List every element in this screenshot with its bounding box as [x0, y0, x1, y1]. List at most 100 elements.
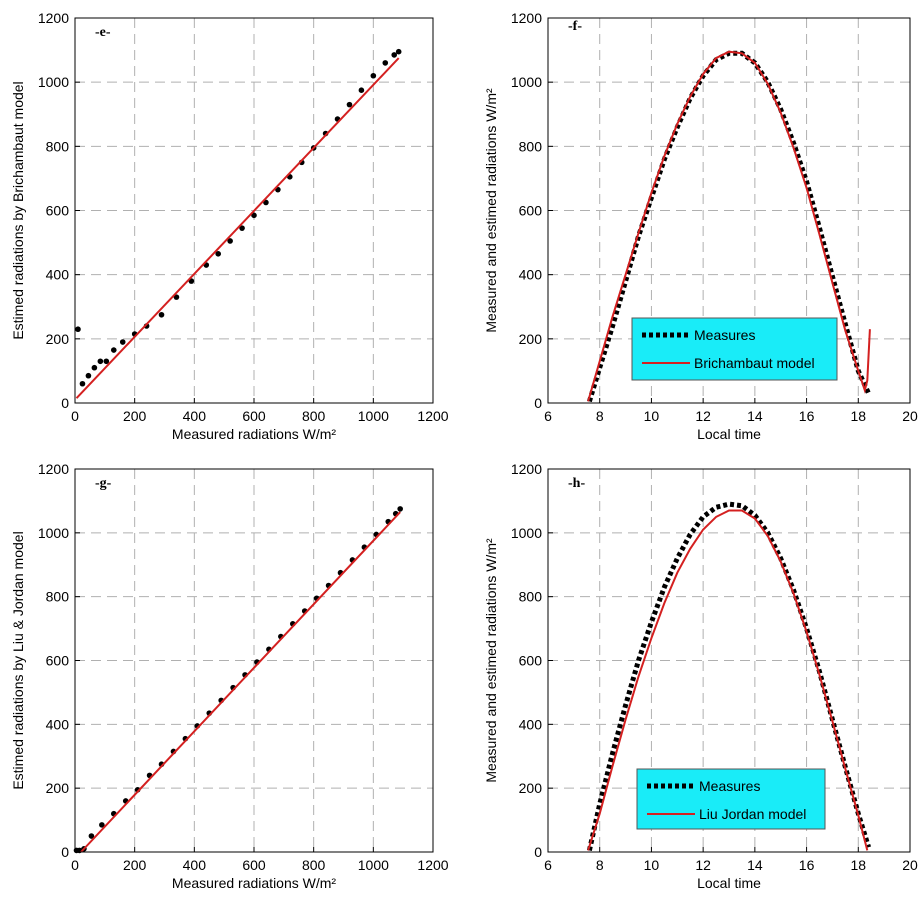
legend-label: Measures [699, 778, 760, 794]
y-tick-label: 1000 [38, 74, 69, 90]
x-tick-label: 10 [644, 857, 660, 873]
x-tick-label: 600 [242, 408, 266, 424]
legend-label: Measures [694, 327, 755, 343]
y-tick-label: 400 [519, 716, 543, 732]
data-point [395, 48, 402, 55]
y-tick-label: 1000 [511, 74, 542, 90]
y-tick-label: 0 [61, 844, 69, 860]
panel-label: -h- [568, 476, 585, 491]
panel-label: -g- [95, 476, 112, 491]
series-line-model [80, 511, 401, 853]
data-point [346, 101, 353, 108]
x-tick-label: 18 [850, 408, 866, 424]
x-axis-title: Measured radiations W/m² [172, 875, 337, 891]
y-tick-label: 400 [46, 267, 70, 283]
x-tick-label: 800 [302, 857, 326, 873]
y-tick-label: 1200 [511, 461, 542, 477]
y-tick-label: 0 [534, 844, 542, 860]
x-tick-label: 1200 [417, 857, 448, 873]
y-tick-label: 800 [46, 589, 70, 605]
chart-panel-1: 6 8 10 12 14 16 18 20020040060080010001200Local… [483, 10, 918, 442]
x-tick-label: 0 [71, 408, 79, 424]
y-tick-label: 200 [46, 780, 70, 796]
x-tick-label: 20 [902, 408, 918, 424]
y-axis-title: Estimed radiations by Liu & Jordan model [10, 531, 26, 789]
data-point [99, 822, 105, 828]
chart-panel-0: 0 200 400 600 800 1000 1200 0 200 400 600 800 1000 12… [10, 10, 449, 442]
data-point [103, 358, 110, 365]
y-tick-label: 600 [46, 203, 70, 219]
legend-box [636, 768, 826, 830]
y-tick-label: 600 [519, 203, 543, 219]
data-point [88, 833, 95, 839]
x-tick-label: 12 [695, 857, 711, 873]
x-tick-label: 0 [71, 857, 79, 873]
x-tick-label: 14 [747, 408, 763, 424]
x-tick-label: 14 [747, 857, 763, 873]
data-point [97, 358, 104, 365]
x-tick-label: 800 [302, 408, 326, 424]
x-tick-label: 200 [123, 408, 147, 424]
y-axis-title: Measured and estimed radiations W/m² [483, 538, 499, 783]
y-tick-label: 400 [46, 716, 70, 732]
x-tick-label: 1000 [358, 857, 389, 873]
data-point [239, 225, 245, 231]
data-point [370, 72, 377, 79]
x-tick-label: 6 [544, 408, 552, 424]
data-point [75, 326, 81, 333]
data-point [358, 87, 365, 93]
data-point [215, 251, 221, 257]
y-tick-label: 600 [46, 653, 70, 669]
y-tick-label: 200 [519, 331, 543, 347]
x-axis-title: Local time [697, 426, 761, 442]
series-line-model [587, 50, 871, 402]
y-tick-label: 600 [519, 653, 543, 669]
data-point [91, 364, 98, 371]
x-tick-label: 6 [544, 857, 552, 873]
x-tick-label: 400 [183, 857, 207, 873]
series-line-model [587, 509, 869, 851]
x-axis-title: Local time [697, 875, 761, 891]
x-tick-label: 600 [242, 857, 266, 873]
x-tick-label: 16 [799, 408, 815, 424]
legend: Measures Liu Jordan model [636, 768, 826, 830]
data-point [85, 372, 92, 379]
data-point [173, 294, 180, 300]
data-point [158, 311, 165, 318]
legend-box [631, 317, 838, 381]
panel-label: -f- [568, 19, 582, 34]
x-tick-label: 200 [123, 857, 147, 873]
data-point [397, 506, 403, 512]
y-tick-label: 200 [519, 780, 543, 796]
series-line-measures [587, 50, 871, 403]
x-tick-label: 400 [183, 408, 207, 424]
panel-label: -e- [95, 25, 111, 40]
y-tick-label: 1200 [511, 10, 542, 26]
y-axis-title: Estimed radiations by Brichambaut model [10, 81, 26, 339]
x-tick-label: 8 [596, 408, 604, 424]
x-tick-label: 16 [799, 857, 815, 873]
y-tick-label: 1000 [511, 525, 542, 541]
data-point [119, 339, 126, 345]
legend-label: Liu Jordan model [699, 806, 806, 822]
x-axis-title: Measured radiations W/m² [172, 426, 337, 442]
data-point [391, 52, 398, 58]
data-point [79, 380, 86, 387]
y-tick-label: 0 [61, 395, 69, 411]
y-tick-label: 0 [534, 395, 542, 411]
x-tick-label: 18 [850, 857, 866, 873]
y-tick-label: 1000 [38, 525, 69, 541]
x-tick-label: 1200 [417, 408, 448, 424]
chart-panel-3: 6 8 10 12 14 16 18 20020040060080010001200Local… [483, 461, 918, 891]
x-tick-label: 12 [695, 408, 711, 424]
data-point [110, 347, 117, 353]
series-line-model [75, 57, 400, 399]
y-tick-label: 800 [519, 138, 543, 154]
y-tick-label: 800 [46, 138, 70, 154]
data-point [227, 238, 233, 244]
x-tick-label: 10 [644, 408, 660, 424]
y-tick-label: 1200 [38, 10, 69, 26]
y-axis-title: Measured and estimed radiations W/m² [483, 88, 499, 333]
data-point [251, 212, 257, 219]
